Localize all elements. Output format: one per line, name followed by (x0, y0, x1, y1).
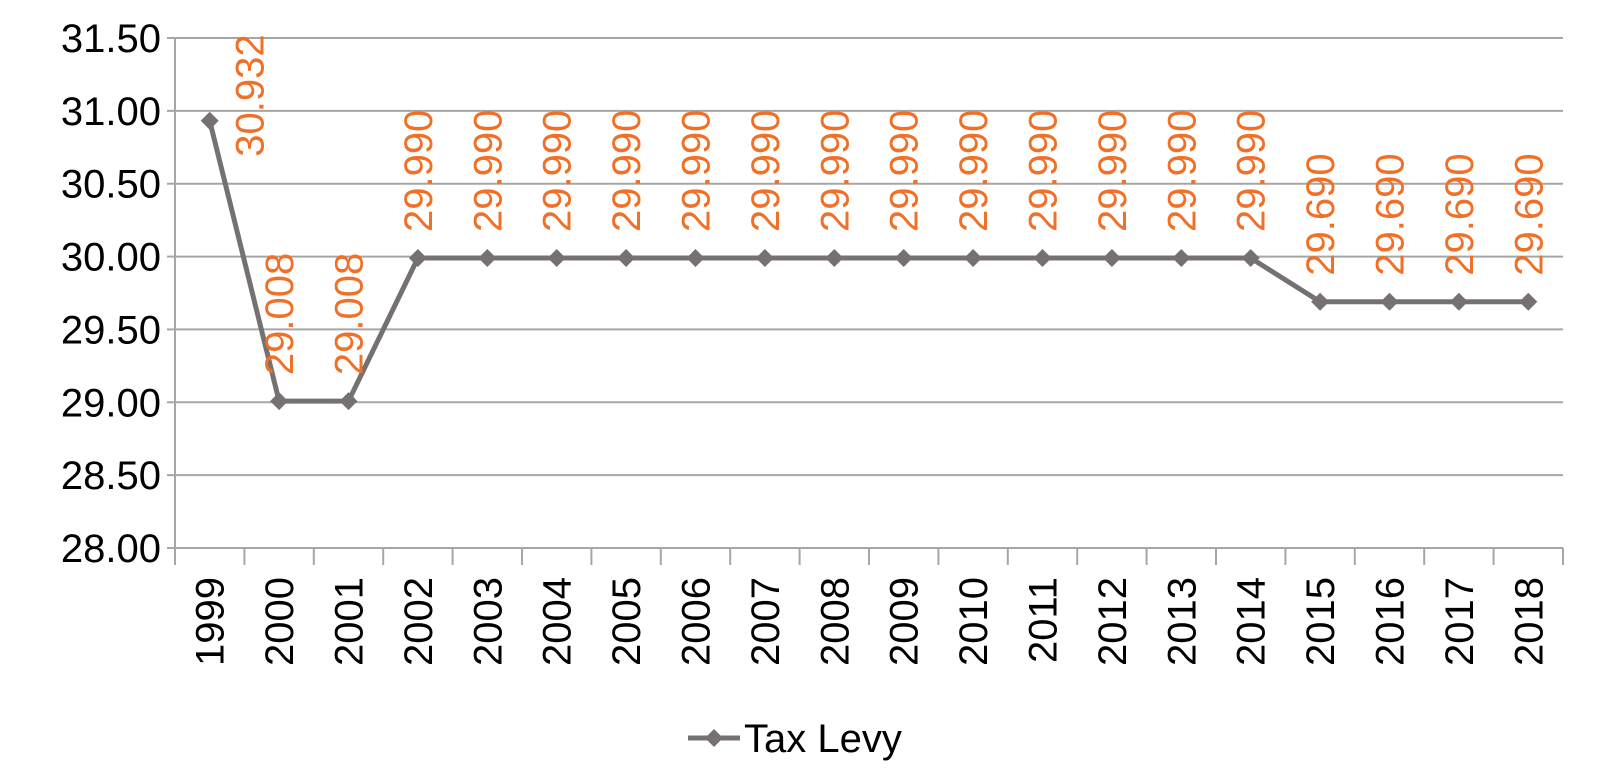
data-point (200, 111, 219, 130)
data-point (1519, 292, 1538, 311)
data-label: 29.690 (1369, 153, 1413, 275)
data-point (408, 249, 427, 268)
data-label: 29.690 (1507, 153, 1551, 275)
data-label: 29.008 (328, 253, 372, 375)
y-tick-label: 28.00 (61, 527, 161, 571)
x-tick-label: 2012 (1091, 577, 1135, 666)
data-label: 29.690 (1299, 153, 1343, 275)
x-tick-label: 2011 (1022, 577, 1066, 663)
data-point (1311, 292, 1330, 311)
data-label: 29.990 (1160, 110, 1204, 232)
data-label: 30.932 (229, 34, 273, 156)
x-tick-label: 2016 (1369, 577, 1413, 666)
data-point (1102, 249, 1121, 268)
y-tick-label: 30.50 (61, 163, 161, 207)
legend-marker (705, 729, 723, 747)
data-point (964, 249, 983, 268)
data-label: 29.990 (605, 110, 649, 232)
data-point (755, 249, 774, 268)
data-label: 29.990 (1091, 110, 1135, 232)
data-point (270, 392, 289, 411)
y-tick-label: 30.00 (61, 236, 161, 280)
x-tick-label: 2005 (605, 577, 649, 666)
y-tick-label: 29.00 (61, 381, 161, 425)
data-label: 29.690 (1438, 153, 1482, 275)
x-tick-label: 2009 (883, 577, 927, 666)
data-point (1380, 292, 1399, 311)
x-tick-label: 2018 (1507, 577, 1551, 666)
data-label: 29.990 (536, 110, 580, 232)
x-tick-label: 2010 (952, 577, 996, 666)
data-point (478, 249, 497, 268)
y-tick-label: 31.00 (61, 90, 161, 134)
x-tick-label: 1999 (189, 577, 233, 666)
data-label: 29.990 (1230, 110, 1274, 232)
data-point (1172, 249, 1191, 268)
x-tick-label: 2001 (328, 577, 372, 666)
data-point (339, 392, 358, 411)
x-tick-label: 2002 (397, 577, 441, 666)
data-point (617, 249, 636, 268)
x-tick-label: 2014 (1230, 577, 1274, 666)
x-tick-label: 2013 (1160, 577, 1204, 666)
data-point (1241, 249, 1260, 268)
x-tick-label: 2004 (536, 577, 580, 666)
x-tick-label: 2003 (466, 577, 510, 666)
data-label: 29.990 (466, 110, 510, 232)
data-point (1449, 292, 1468, 311)
legend-label: Tax Levy (744, 717, 902, 761)
data-point (894, 249, 913, 268)
x-tick-label: 2017 (1438, 577, 1482, 666)
series-line (207, 120, 1529, 404)
x-tick-label: 2008 (813, 577, 857, 666)
data-label: 29.990 (1022, 110, 1066, 232)
x-tick-label: 2006 (675, 577, 719, 666)
data-label: 29.990 (813, 110, 857, 232)
data-label: 29.990 (397, 110, 441, 232)
y-tick-label: 31.50 (61, 17, 161, 61)
data-label: 29.008 (258, 253, 302, 375)
data-label: 29.990 (883, 110, 927, 232)
data-point (686, 249, 705, 268)
data-label: 29.990 (952, 110, 996, 232)
data-point (547, 249, 566, 268)
y-tick-label: 29.50 (61, 308, 161, 352)
data-label: 29.990 (675, 110, 719, 232)
x-tick-label: 2007 (744, 577, 788, 666)
data-point (1033, 249, 1052, 268)
data-label: 29.990 (744, 110, 788, 232)
y-tick-label: 28.50 (61, 454, 161, 498)
x-tick-label: 2015 (1299, 577, 1343, 666)
data-point (825, 249, 844, 268)
x-tick-label: 2000 (258, 577, 302, 666)
